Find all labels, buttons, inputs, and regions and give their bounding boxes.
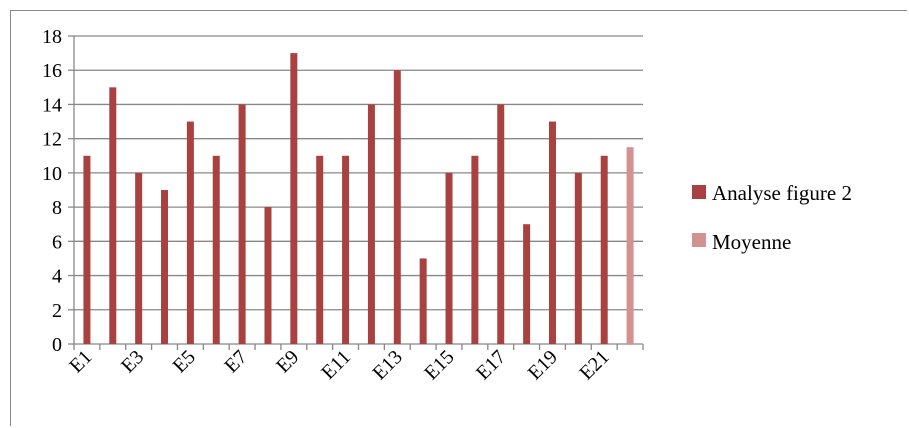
bar-e22 [626, 147, 634, 344]
bar-e10 [316, 155, 324, 344]
bar-e12 [367, 104, 375, 344]
legend-swatch-moyenne [692, 233, 706, 247]
bars [83, 53, 634, 344]
chart-frame [10, 10, 907, 426]
gridlines [74, 35, 643, 311]
bar-e2 [109, 87, 117, 344]
y-tick-label-10: 10 [42, 163, 62, 185]
legend-label-analyse-figure-2: Analyse figure 2 [712, 181, 852, 205]
bar-e13 [393, 70, 401, 344]
bar-e11 [342, 155, 350, 344]
bar-e9 [290, 53, 298, 344]
legend: Analyse figure 2 Moyenne [692, 181, 852, 254]
bar-e6 [212, 155, 220, 344]
x-tick-label-e17: E17 [472, 346, 510, 384]
x-tick-label-e19: E19 [524, 346, 562, 384]
bar-e19 [548, 121, 556, 344]
x-tick-label-e13: E13 [368, 346, 406, 384]
bar-e16 [471, 155, 479, 344]
axes [68, 35, 644, 350]
x-tick-label-e1: E1 [65, 346, 96, 377]
y-tick-label-0: 0 [52, 334, 62, 356]
legend-label-moyenne: Moyenne [712, 230, 791, 254]
bar-e7 [238, 104, 246, 344]
bar-e3 [135, 172, 143, 344]
bar-e4 [161, 190, 169, 344]
y-tick-label-4: 4 [52, 266, 62, 288]
y-tick-label-14: 14 [42, 94, 62, 116]
y-tick-label-12: 12 [42, 129, 62, 151]
x-tick-label-e3: E3 [117, 346, 148, 377]
y-tick-label-2: 2 [52, 300, 62, 322]
bar-e18 [523, 224, 531, 344]
bar-e5 [186, 121, 194, 344]
bar-e15 [445, 172, 453, 344]
x-tick-label-e7: E7 [220, 346, 251, 377]
y-tick-label-16: 16 [42, 60, 62, 82]
x-tick-label-e21: E21 [575, 346, 613, 384]
x-tick-label-e15: E15 [420, 346, 458, 384]
x-tick-label-e9: E9 [272, 346, 303, 377]
x-tick-label-e11: E11 [317, 346, 355, 384]
bar-e1 [83, 155, 91, 344]
bar-e17 [497, 104, 505, 344]
x-tick-label-e5: E5 [169, 346, 200, 377]
bar-e20 [574, 172, 582, 344]
y-tick-label-6: 6 [52, 231, 62, 253]
legend-swatch-analyse-figure-2 [692, 185, 706, 199]
y-tick-label-8: 8 [52, 197, 62, 219]
bar-e8 [264, 207, 272, 344]
y-tick-labels: 0 2 4 6 8 10 12 14 16 18 [42, 26, 62, 356]
x-tick-labels: E1 E3 E5 E7 E9 E11 E13 E15 E17 E19 E21 [65, 346, 614, 384]
bar-e21 [600, 155, 608, 344]
bar-e14 [419, 258, 427, 344]
y-tick-label-18: 18 [42, 26, 62, 48]
